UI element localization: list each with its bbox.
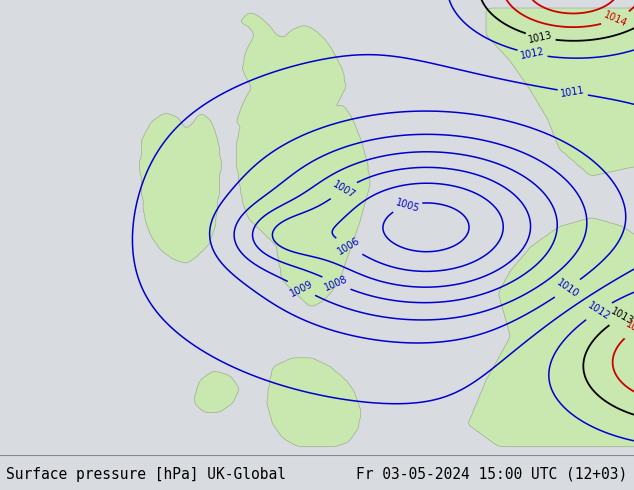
Text: 1008: 1008 [323, 274, 349, 293]
Text: 1014: 1014 [602, 9, 629, 28]
Text: 1012: 1012 [519, 47, 545, 61]
Text: 1013: 1013 [609, 306, 634, 327]
Text: 1012: 1012 [586, 300, 612, 322]
Text: Fr 03-05-2024 15:00 UTC (12+03): Fr 03-05-2024 15:00 UTC (12+03) [356, 466, 628, 482]
Text: 1013: 1013 [527, 30, 553, 45]
Text: 1005: 1005 [394, 197, 420, 214]
Text: 1014: 1014 [624, 319, 634, 340]
Text: 1010: 1010 [555, 277, 581, 299]
Text: 1006: 1006 [336, 236, 362, 257]
Text: 1009: 1009 [288, 278, 314, 298]
Text: Surface pressure [hPa] UK-Global: Surface pressure [hPa] UK-Global [6, 466, 287, 482]
Text: 1011: 1011 [560, 85, 586, 99]
Text: 1007: 1007 [330, 179, 357, 201]
